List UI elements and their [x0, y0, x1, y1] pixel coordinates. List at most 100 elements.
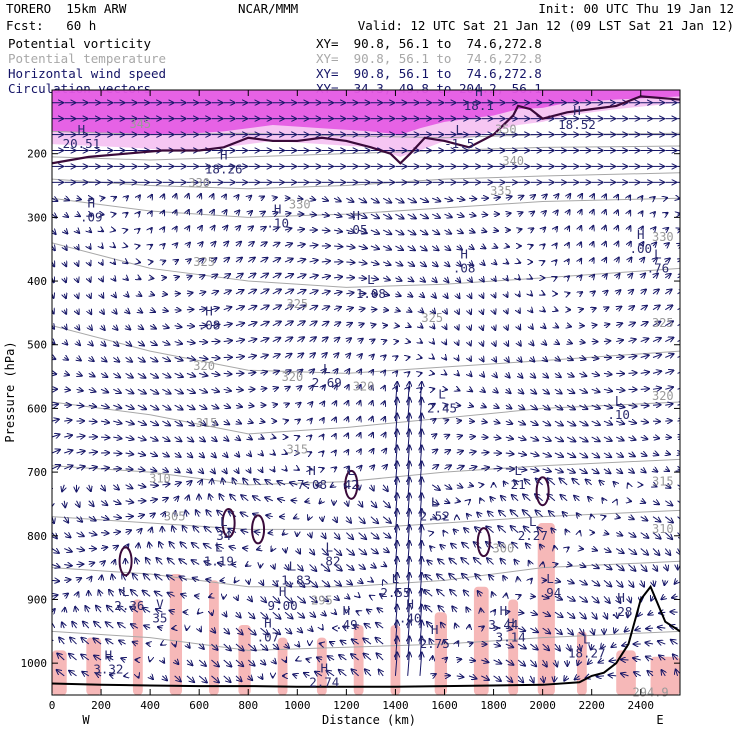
- wind-vector: [616, 242, 618, 246]
- wind-vector: [211, 405, 218, 408]
- wind-vector: [542, 437, 551, 441]
- isentrope-label: 315: [196, 416, 218, 430]
- pv-blob: [476, 527, 491, 558]
- wind-vector: [162, 294, 167, 295]
- wind-vector: [224, 469, 227, 473]
- wind-vector: [648, 612, 653, 615]
- wind-vector: [603, 453, 611, 457]
- wind-vector: [616, 258, 619, 262]
- wind-vector: [518, 373, 522, 377]
- wind-vector: [445, 310, 447, 314]
- wind-vector: [445, 294, 448, 298]
- wind-vector: [407, 230, 416, 234]
- wind-vector: [310, 402, 313, 405]
- wind-vector: [478, 591, 482, 596]
- wind-vector: [543, 373, 548, 377]
- wind-vector: [555, 210, 558, 214]
- wind-vector: [126, 278, 128, 280]
- wind-vector: [517, 644, 526, 649]
- wind-vector: [652, 501, 659, 504]
- extremum-value: 1.08: [356, 286, 386, 301]
- wind-vector: [529, 561, 531, 565]
- wind-vector: [407, 214, 416, 218]
- extremum-type: H: [352, 208, 360, 223]
- wind-vector: [408, 372, 410, 373]
- wind-vector: [640, 355, 649, 357]
- wind-vector: [358, 246, 367, 248]
- wind-vector: [235, 675, 242, 681]
- wind-vector: [371, 385, 373, 389]
- wind-vector: [113, 389, 121, 393]
- wind-vector: [457, 641, 459, 644]
- wind-vector: [506, 213, 511, 214]
- wind-vector: [64, 564, 72, 565]
- wind-vector: [137, 437, 146, 440]
- wind-vector: [408, 310, 412, 312]
- wind-vector: [542, 469, 551, 472]
- wind-vector: [162, 512, 165, 517]
- wind-vector: [229, 546, 237, 548]
- wind-vector: [175, 194, 177, 198]
- wind-vector: [77, 342, 81, 346]
- wind-vector: [383, 417, 385, 421]
- wind-vector: [187, 469, 192, 473]
- wind-vector: [474, 558, 482, 565]
- wind-vector: [628, 612, 629, 617]
- isentrope-line: [52, 197, 680, 218]
- wind-vector: [481, 294, 483, 298]
- wind-vector: [543, 326, 546, 329]
- wind-vector: [113, 421, 121, 423]
- wind-vector: [277, 481, 286, 485]
- wind-vector: [566, 437, 575, 441]
- wind-vector: [284, 290, 293, 294]
- wind-vector: [445, 658, 448, 660]
- wind-vector: [604, 258, 606, 262]
- wind-vector: [592, 325, 597, 326]
- wind-vector: [592, 210, 594, 214]
- wind-vector: [70, 637, 77, 645]
- wind-vector: [574, 496, 580, 501]
- wind-vector: [543, 211, 546, 214]
- wind-vector: [346, 596, 349, 598]
- wind-vector: [193, 578, 200, 581]
- wind-vector: [598, 660, 604, 663]
- wind-vector: [652, 405, 661, 406]
- wind-vector: [331, 485, 334, 487]
- wind-vector: [499, 511, 507, 518]
- wind-vector: [383, 564, 386, 566]
- wind-vector: [271, 549, 272, 552]
- wind-vector: [169, 542, 176, 549]
- wind-vector: [481, 676, 489, 680]
- wind-vector: [579, 595, 587, 602]
- wind-vector: [137, 515, 144, 517]
- wind-vector: [653, 197, 655, 198]
- wind-vector: [297, 549, 300, 554]
- wind-vector: [204, 561, 212, 564]
- wind-vector: [449, 558, 458, 565]
- init-time: Init: 00 UTC Thu 19 Jan 12: [538, 1, 734, 16]
- wind-vector: [677, 353, 680, 357]
- wind-vector: [530, 469, 538, 471]
- field-legend-theta: Potential temperature: [8, 51, 167, 66]
- wind-vector: [322, 385, 325, 389]
- wind-vector: [566, 469, 575, 473]
- extremum-type: H: [105, 648, 113, 663]
- wind-vector: [211, 659, 219, 666]
- wind-vector: [628, 437, 635, 440]
- wind-vector: [652, 532, 661, 539]
- wind-vector: [272, 627, 280, 634]
- wind-vector: [616, 517, 620, 518]
- wind-vector: [481, 467, 489, 469]
- wind-vector: [272, 611, 281, 619]
- wind-vector: [310, 369, 315, 373]
- wind-vector: [444, 198, 453, 200]
- wind-vector: [126, 294, 129, 297]
- wind-vector: [604, 226, 606, 230]
- wind-vector: [224, 242, 229, 246]
- model-title: TORERO 15km ARW: [6, 1, 127, 16]
- plot-frame: [51, 89, 681, 696]
- x-tick-label: 2000: [529, 699, 556, 712]
- wind-vector: [647, 671, 654, 676]
- wind-vector: [604, 611, 607, 618]
- wind-vector: [284, 259, 293, 262]
